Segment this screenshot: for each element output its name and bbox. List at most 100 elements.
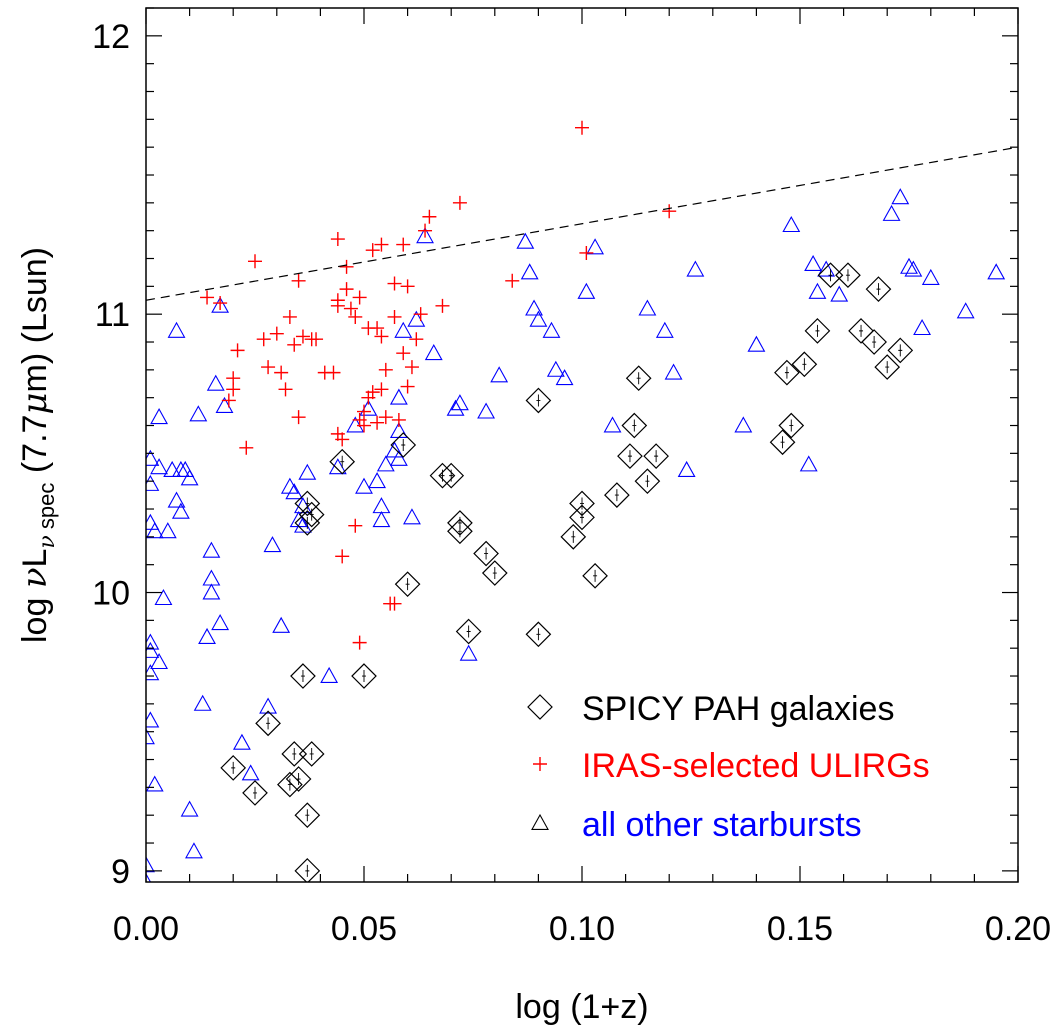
data-point-plus: [579, 245, 594, 260]
data-point-triangle: [146, 474, 160, 491]
data-point-triangle: [520, 263, 539, 280]
data-point-diamond: [351, 663, 377, 689]
data-point-plus: [452, 195, 467, 210]
data-point-diamond: [621, 412, 648, 439]
error-bar: [449, 469, 454, 482]
data-point-triangle: [202, 569, 221, 586]
legend-symbol-triangle: [531, 813, 549, 830]
data-point-triangle: [189, 405, 208, 422]
error-bar: [536, 394, 541, 407]
data-point-triangle: [385, 441, 404, 458]
data-point-triangle: [586, 238, 605, 255]
data-point-triangle: [202, 541, 221, 558]
data-point-diamond: [625, 365, 652, 392]
y-tick-label: 10: [92, 575, 130, 613]
data-point-diamond: [294, 510, 321, 536]
data-point-diamond: [817, 262, 844, 289]
data-point-plus: [387, 596, 402, 611]
data-point-triangle: [150, 458, 169, 475]
data-point-triangle: [403, 508, 421, 525]
series-diamond: [220, 262, 914, 882]
data-point-triangle: [285, 483, 304, 500]
data-point-triangle: [450, 394, 469, 411]
data-point-diamond: [473, 540, 499, 567]
data-point-plus: [400, 279, 415, 294]
data-point-diamond: [285, 766, 312, 792]
data-point-plus: [374, 382, 389, 397]
data-point-triangle: [394, 321, 413, 338]
data-point-triangle: [211, 296, 230, 313]
data-point-triangle: [891, 188, 910, 205]
error-bar: [305, 809, 310, 822]
axis-tick-labels: 0.00 0.05 0.10 0.15 0.20 9 10 11 12: [92, 18, 1051, 948]
data-point-triangle: [146, 513, 160, 530]
data-point-plus: [295, 329, 310, 344]
error-bar: [401, 439, 406, 451]
data-point-triangle: [490, 366, 509, 383]
data-point-plus: [365, 385, 380, 400]
data-point-plus: [309, 332, 324, 347]
error-bar: [580, 497, 584, 510]
legend-symbol-diamond: [527, 694, 553, 720]
error-bar: [872, 336, 877, 349]
reference-line: [146, 146, 1018, 301]
error-bar: [789, 419, 794, 432]
data-point-diamond: [455, 618, 482, 645]
data-point-triangle: [146, 872, 152, 882]
data-point-plus: [256, 332, 271, 347]
data-point-diamond: [634, 468, 661, 495]
data-point-triangle: [734, 416, 753, 433]
data-point-triangle: [546, 360, 565, 377]
data-point-triangle: [146, 664, 160, 681]
data-point-plus: [343, 301, 358, 316]
legend-label-starbursts: all other starbursts: [582, 806, 862, 844]
data-point-triangle: [747, 335, 766, 352]
series-plus: [200, 120, 677, 650]
data-point-diamond: [294, 490, 321, 517]
data-point-plus: [505, 273, 520, 288]
data-point-plus: [282, 309, 297, 324]
data-point-triangle: [516, 232, 535, 249]
error-bar: [305, 497, 310, 510]
data-point-plus: [335, 549, 350, 564]
data-point-plus: [230, 343, 245, 358]
error-bar: [340, 455, 345, 468]
x-tick-label: 0.00: [113, 910, 179, 948]
error-bar: [580, 511, 584, 524]
data-point-plus: [370, 321, 385, 336]
data-point-plus: [374, 329, 389, 344]
data-point-diamond: [617, 443, 643, 469]
data-point-triangle: [167, 491, 186, 508]
data-point-plus: [274, 365, 289, 380]
data-point-plus: [575, 120, 589, 135]
data-point-plus: [348, 518, 363, 533]
error-bar: [815, 324, 820, 337]
data-point-triangle: [389, 388, 408, 405]
y-axis-title: log νLν spec (7.7μm) (Lsun): [15, 247, 60, 643]
data-point-plus: [287, 337, 302, 352]
legend: SPICY PAH galaxies IRAS-selected ULIRGs …: [527, 690, 930, 844]
data-point-plus: [352, 290, 367, 305]
data-point-diamond: [774, 359, 800, 386]
error-bar: [536, 628, 541, 641]
data-point-triangle: [185, 842, 203, 859]
data-point-triangle: [477, 402, 496, 419]
error-bar: [802, 358, 807, 371]
data-point-triangle: [655, 321, 674, 338]
error-bar: [292, 747, 297, 760]
data-point-diamond: [861, 329, 887, 355]
data-point-diamond: [438, 462, 465, 489]
data-point-triangle: [146, 856, 155, 873]
data-point-diamond: [791, 351, 818, 378]
data-point-diamond: [874, 354, 901, 380]
data-point-plus: [435, 298, 450, 313]
data-point-triangle: [830, 285, 849, 302]
data-point-triangle: [389, 449, 408, 466]
data-point-triangle: [163, 460, 182, 478]
data-point-triangle: [176, 460, 195, 478]
data-point-plus: [662, 204, 677, 219]
data-point-diamond: [298, 741, 325, 767]
data-point-triangle: [525, 299, 543, 316]
data-point-triangle: [686, 260, 705, 277]
